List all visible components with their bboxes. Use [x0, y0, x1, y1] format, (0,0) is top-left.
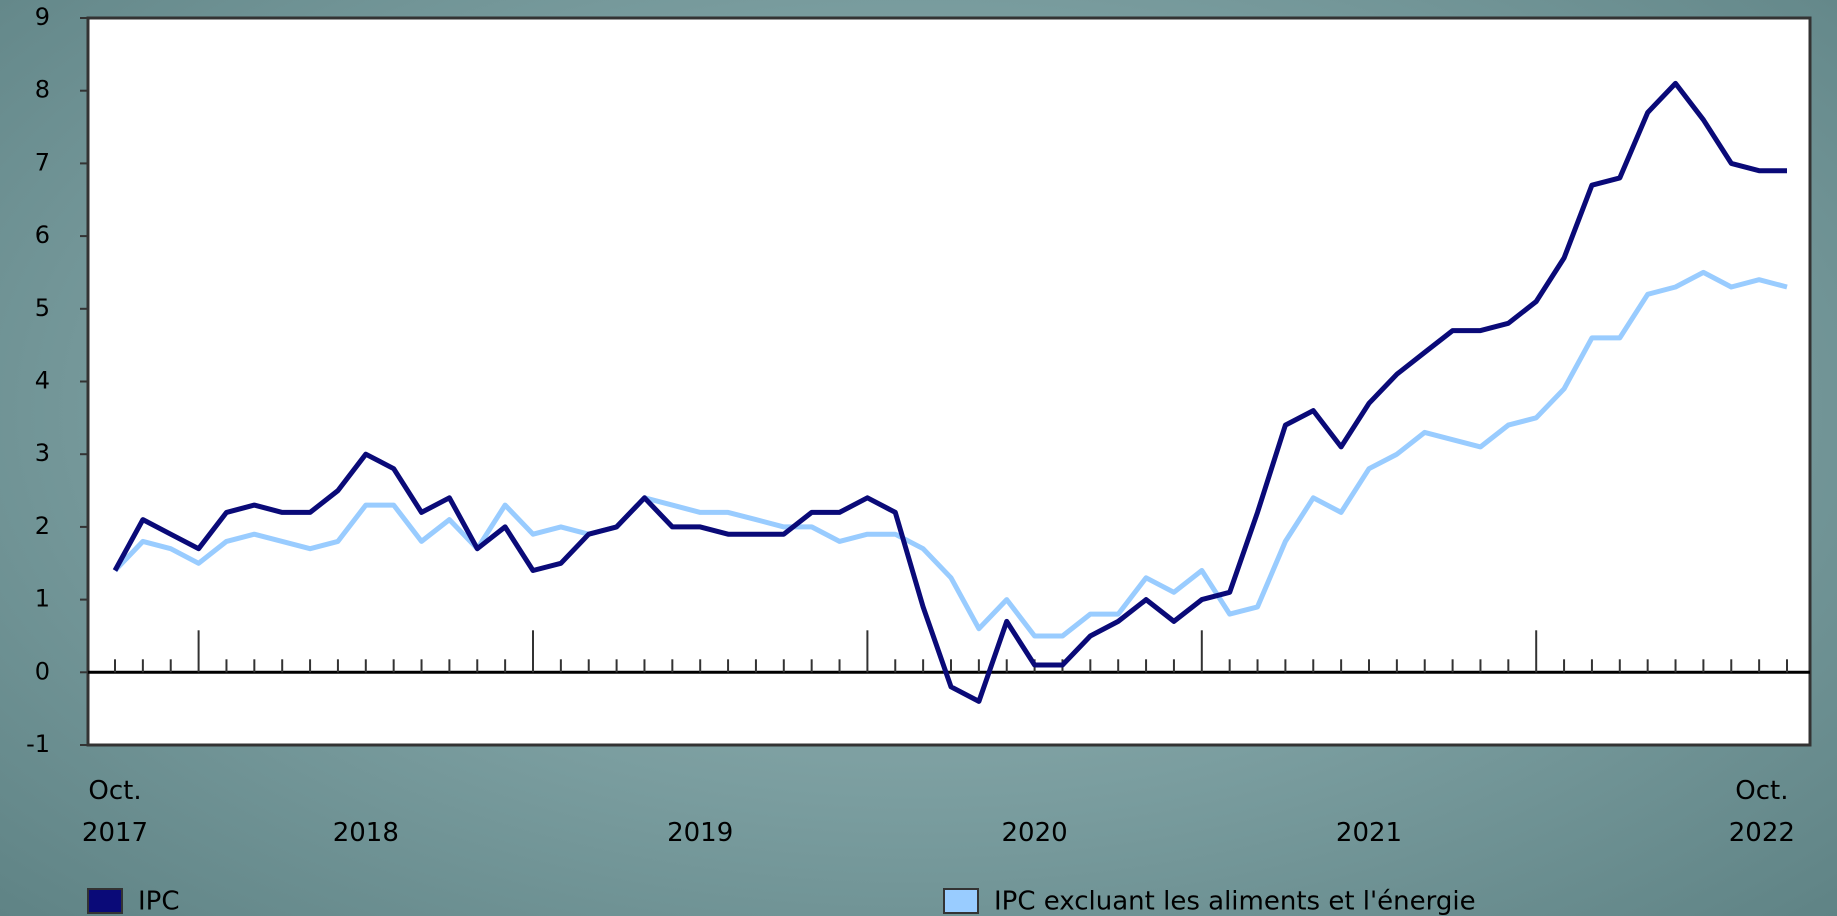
- y-tick-label: 0: [35, 657, 50, 685]
- y-tick-label: 2: [35, 512, 50, 540]
- y-tick-label: 4: [35, 367, 50, 395]
- series-line: [112, 80, 1787, 704]
- legend-label: IPC: [138, 887, 180, 916]
- legend-label: IPC excluant les aliments et l'énergie: [994, 887, 1476, 916]
- x-tick-label: 2020: [1001, 818, 1068, 848]
- y-tick-label: 3: [35, 439, 50, 467]
- y-tick-label: 7: [35, 148, 50, 176]
- legend-swatch: [87, 888, 123, 914]
- y-tick-label: 8: [35, 76, 50, 104]
- y-tick-label: 9: [35, 3, 50, 31]
- y-tick-label: 6: [35, 221, 50, 249]
- x-tick-label: 2019: [667, 818, 734, 848]
- x-tick-label: Oct. 2017: [81, 776, 149, 848]
- y-tick-label: 5: [35, 294, 50, 322]
- x-tick-label: 2018: [332, 818, 399, 848]
- series-line: [113, 269, 1788, 639]
- y-tick-label: 1: [35, 585, 50, 613]
- x-tick-label: 2021: [1335, 818, 1403, 848]
- x-tick-label: Oct. 2022: [1728, 776, 1795, 848]
- plot-area: [86, 16, 1812, 747]
- legend-swatch: [943, 888, 979, 914]
- y-tick-label: -1: [26, 730, 50, 758]
